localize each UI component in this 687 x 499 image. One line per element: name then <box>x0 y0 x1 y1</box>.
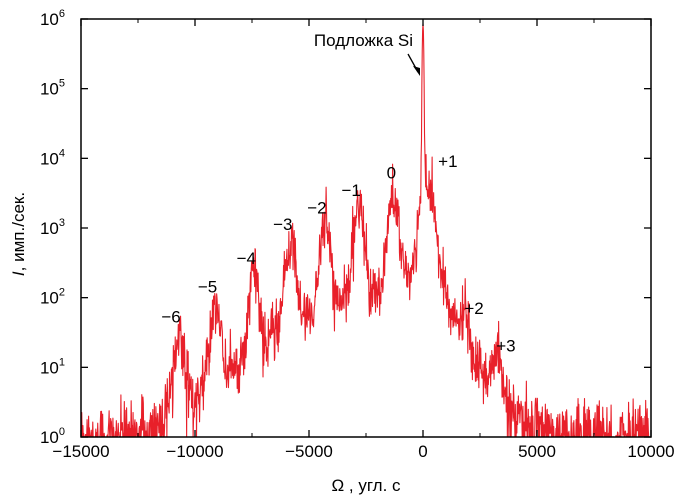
x-tick-label: −5000 <box>285 442 333 461</box>
x-tick-label: 10000 <box>627 442 674 461</box>
x-tick-label: 5000 <box>518 442 556 461</box>
y-axis-label: I, имп./сек. <box>9 192 28 276</box>
y-tick-label: 106 <box>40 8 65 29</box>
x-axis-label: Ω , угл. с <box>331 476 401 495</box>
x-tick-label: −10000 <box>166 442 223 461</box>
spectrum-line <box>80 23 652 438</box>
series-layer <box>80 23 652 438</box>
x-tick-label: −15000 <box>52 442 109 461</box>
substrate-arrow-head <box>413 66 420 76</box>
y-tick-label: 105 <box>40 78 65 99</box>
peak-label: −5 <box>198 277 217 296</box>
y-tick-label: 104 <box>40 147 65 168</box>
y-tick-label: 102 <box>40 287 65 308</box>
peak-label: +1 <box>438 152 457 171</box>
peak-label: +2 <box>464 299 483 318</box>
peak-label: −1 <box>341 181 360 200</box>
x-tick-label: 0 <box>418 442 427 461</box>
peak-label: −3 <box>273 215 292 234</box>
peak-label: 0 <box>387 163 396 182</box>
y-axis-label-rest: , имп./сек. <box>9 192 28 271</box>
y-tick-label: 101 <box>40 356 65 377</box>
y-axis-label-italic: I <box>9 271 28 276</box>
peak-label: −2 <box>307 199 326 218</box>
substrate-label: Подложка Si <box>314 31 413 50</box>
peak-label: −6 <box>161 307 180 326</box>
ticks-layer: −15000 −10000 −5000 0 5000 10000 100 101 102 103 1… <box>40 8 675 461</box>
y-tick-label: 103 <box>40 217 65 238</box>
peak-labels: −6 −5 −4 −3 −2 −1 0 +1 +2 +3 Подложка Si <box>161 31 515 355</box>
y-tick-label: 100 <box>40 426 65 447</box>
peak-label: +3 <box>496 336 515 355</box>
peak-label: −4 <box>237 249 256 268</box>
